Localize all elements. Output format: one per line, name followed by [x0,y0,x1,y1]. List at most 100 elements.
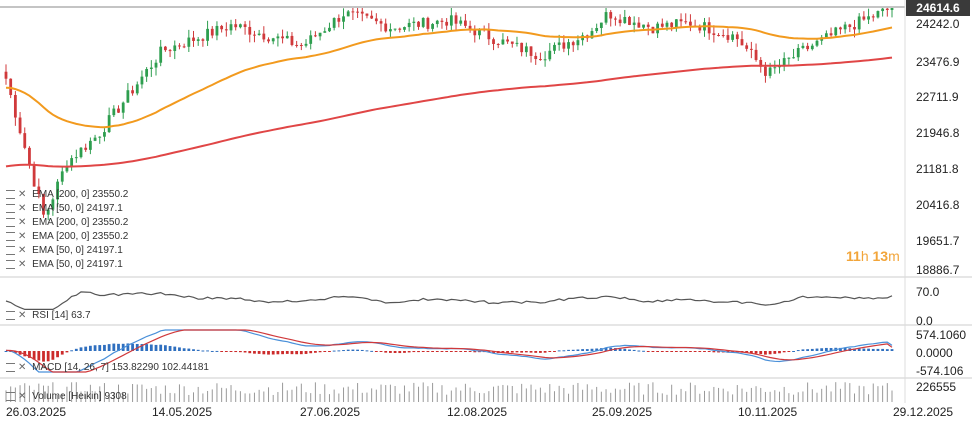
close-icon[interactable]: ✕ [18,203,27,214]
candle-body [815,40,819,46]
macd-histogram-bar [234,351,238,353]
close-icon[interactable]: ✕ [18,362,27,373]
candle-body [735,34,739,40]
candle-body [679,19,683,22]
candle-body [421,17,425,27]
macd-histogram-bar [323,351,327,352]
x-tick: 12.08.2025 [447,405,508,419]
menu-icon[interactable] [6,189,15,199]
candle-body [248,26,252,35]
macd-histogram-bar [281,351,284,355]
legend-item[interactable]: ✕ EMA [50, 0] 24197.1 [6,203,123,214]
macd-histogram-bar [210,350,214,352]
menu-icon[interactable] [6,203,15,213]
menu-icon[interactable] [6,259,15,269]
menu-icon[interactable] [6,362,15,372]
candle-body [398,28,402,30]
macd-histogram-bar [506,351,509,353]
legend-value: 24197.1 [86,259,123,270]
candle-body [614,18,617,20]
macd-histogram-bar [84,346,88,351]
macd-histogram-bar [871,348,875,351]
macd-histogram-bar [539,351,542,353]
candle-body [642,24,645,28]
candle-body [407,22,411,28]
timer-hours: 11 [846,248,861,264]
close-icon[interactable]: ✕ [18,189,27,200]
close-icon[interactable]: ✕ [18,391,27,402]
macd-histogram-bar [173,346,177,351]
menu-icon[interactable] [6,391,15,401]
macd-histogram-bar [782,351,786,353]
macd-histogram-bar [215,350,219,352]
macd-histogram-bar [445,351,449,352]
price-tick: 21946.8 [916,126,960,140]
close-icon[interactable]: ✕ [18,259,27,270]
volume-label[interactable]: ✕ Volume [Heikin] 9308 [6,391,127,402]
macd-histogram-bar [37,351,41,361]
macd-histogram-bar [4,351,8,352]
legend-item[interactable]: ✕ EMA [200, 0] 23550.2 [6,231,128,242]
menu-icon[interactable] [6,231,15,241]
menu-icon[interactable] [6,310,15,320]
candle-body [754,49,758,60]
macd-histogram-bar [759,351,763,355]
macd-histogram-bar [787,351,791,352]
candle-body [201,39,205,41]
macd-histogram-bar [670,351,674,352]
menu-icon[interactable] [6,245,15,255]
candle-body [384,23,388,32]
macd-histogram-bar [562,350,566,352]
macd-histogram-bar [571,349,575,351]
macd-histogram-bar [389,351,392,353]
candle-body [243,24,247,27]
x-tick: 29.12.2025 [893,405,954,419]
legend-item[interactable]: ✕ EMA [200, 0] 23550.2 [6,189,128,200]
candle-body [473,29,477,36]
rsi-label[interactable]: ✕ RSI [14] 63.7 [6,310,91,321]
close-icon[interactable]: ✕ [18,217,27,228]
close-icon[interactable]: ✕ [18,245,27,256]
candle-body [435,20,439,25]
macd-histogram-bar [524,351,528,353]
candle-body [881,8,885,12]
candle-body [46,209,50,215]
macd-histogram-bar [112,343,116,351]
candle-body [178,45,181,47]
macd-histogram-bar [93,345,97,351]
legend-item[interactable]: ✕ EMA [200, 0] 23550.2 [6,217,128,228]
candle-body [220,25,224,30]
macd-histogram-bar [581,349,585,351]
candle-body [210,28,214,36]
close-icon[interactable]: ✕ [18,310,27,321]
candle-body [834,27,838,36]
legend-item[interactable]: ✕ EMA [50, 0] 24197.1 [6,245,123,256]
price-tick: 20416.8 [916,198,960,212]
candle-body [74,157,78,159]
price-tick: 21181.8 [916,162,959,176]
timer-hours-unit: h [860,248,869,264]
macd-histogram-bar [731,351,735,353]
candle-body [393,28,397,30]
macd-histogram-bar [881,348,885,351]
macd-histogram-bar [679,351,683,352]
macd-label[interactable]: ✕ MACD [14, 26, 7] 153.82290 102.44181 [6,362,209,373]
candle-body [9,78,13,96]
menu-icon[interactable] [6,217,15,227]
macd-histogram-bar [65,351,69,353]
volume-value: 9308 [104,391,127,402]
legend-item[interactable]: ✕ EMA [50, 0] 24197.1 [6,259,123,270]
candle-body [707,22,711,34]
candle-body [126,90,130,103]
macd-value-1: 153.82290 [111,362,159,373]
legend-value: 23550.2 [92,189,129,200]
close-icon[interactable]: ✕ [18,231,27,242]
macd-histogram-bar [159,344,163,351]
macd-histogram-bar [145,344,149,351]
candle-body [323,31,327,33]
candle-body [848,24,852,27]
candle-body [876,11,880,18]
macd-histogram-bar [313,351,317,353]
candle-body [140,76,144,85]
